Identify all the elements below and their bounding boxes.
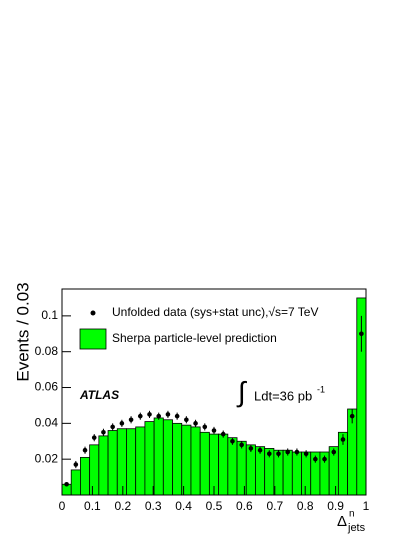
x-tick-label: 0.8 (297, 499, 314, 513)
histogram-bar (282, 449, 293, 496)
lumi-label: Ldt=36 pb (254, 388, 312, 403)
x-tick-label: 0.1 (84, 499, 101, 513)
y-tick-label: 0.02 (35, 451, 59, 465)
data-point (359, 331, 364, 337)
data-point (322, 456, 327, 462)
histogram-bar (208, 433, 220, 496)
data-point (276, 451, 281, 457)
histogram-bar (126, 428, 137, 496)
lumi-exponent: -1 (317, 384, 325, 394)
histogram-bar (190, 426, 201, 496)
legend-label: Unfolded data (sys+stat unc),√s=7 TeV (112, 305, 318, 319)
data-point (313, 456, 318, 462)
data-point (349, 413, 355, 419)
data-point (73, 462, 79, 467)
x-axis-symbol: Δ (337, 513, 347, 530)
data-point (340, 437, 346, 442)
x-tick-label: 0 (59, 499, 66, 513)
data-point (248, 446, 254, 451)
data-point (101, 430, 106, 435)
x-tick-label: 1 (363, 499, 370, 513)
data-point (91, 435, 97, 440)
data-point (119, 421, 125, 426)
data-point (239, 442, 244, 448)
y-tick-label: 0.04 (35, 416, 59, 430)
histogram-bar (291, 451, 302, 496)
x-tick-label: 0.6 (236, 499, 253, 513)
x-tick-label: 0.9 (327, 499, 344, 513)
x-axis-sup: n (349, 509, 355, 520)
data-point (285, 449, 291, 455)
x-tick-label: 0.7 (266, 499, 283, 513)
histogram-bar (301, 451, 312, 496)
data-point (128, 417, 134, 423)
histogram-bar (227, 437, 238, 496)
data-point (110, 424, 115, 430)
data-point (174, 413, 180, 419)
y-tick-label: 0.08 (35, 344, 59, 358)
histogram-bar (255, 446, 266, 496)
histogram-bar (144, 421, 155, 496)
histogram-bar (116, 428, 127, 496)
legend-marker (90, 310, 96, 316)
data-point (294, 449, 300, 455)
y-axis-label: Events / 0.03 (13, 282, 32, 381)
histogram-bar (153, 417, 164, 496)
histogram-bar (172, 422, 183, 496)
experiment-label: ATLAS (79, 388, 119, 402)
data-point (137, 413, 143, 419)
x-tick-label: 0.3 (145, 499, 162, 513)
histogram-bar (199, 431, 210, 496)
data-point (193, 421, 198, 426)
legend-swatch (79, 328, 107, 350)
data-point (266, 451, 272, 457)
data-point (220, 431, 226, 437)
x-tick-label: 0.5 (206, 499, 223, 513)
histogram-bar (107, 430, 118, 496)
histogram-bar (70, 469, 81, 496)
histogram-bar (181, 424, 192, 496)
histogram-bar (89, 444, 100, 496)
histogram-bar (245, 444, 256, 496)
data-point (202, 424, 208, 430)
x-axis-sub: jets (347, 522, 366, 534)
data-point (257, 447, 263, 453)
x-tick-label: 0.2 (114, 499, 131, 513)
data-point (184, 417, 189, 423)
data-point (331, 449, 337, 455)
data-point (147, 412, 152, 417)
histogram-bar (218, 433, 229, 496)
legend-label: Sherpa particle-level prediction (112, 331, 277, 345)
data-point (165, 412, 171, 417)
data-point (303, 451, 309, 457)
data-point (211, 428, 217, 433)
y-tick-label: 0.06 (35, 380, 59, 394)
data-point (156, 413, 162, 419)
y-tick-label: 0.1 (41, 308, 58, 322)
histogram-bar (80, 456, 91, 496)
x-tick-label: 0.4 (175, 499, 192, 513)
data-point (82, 447, 88, 453)
data-point (230, 438, 235, 444)
data-point (64, 481, 69, 487)
histogram-bar (98, 435, 109, 496)
histogram-bar (162, 419, 173, 496)
histogram-bar (135, 426, 146, 496)
integral-symbol: ∫ (236, 376, 248, 407)
